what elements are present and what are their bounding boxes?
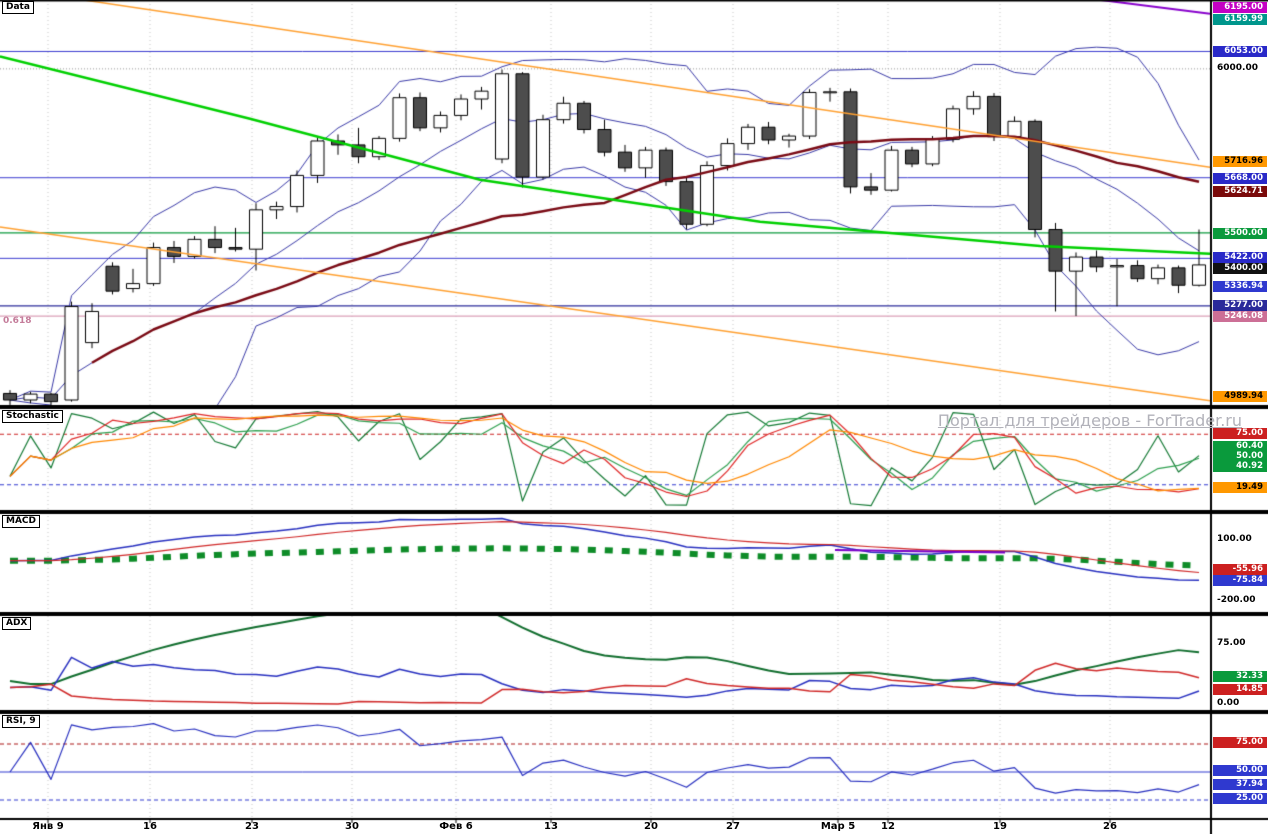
- panel-label-data: Data: [2, 1, 34, 14]
- price-badge: 5277.00: [1213, 300, 1267, 311]
- panel-label-adx: ADX: [2, 617, 32, 630]
- x-axis-date-label: 16: [143, 821, 157, 832]
- price-badge: 5246.08: [1213, 311, 1267, 322]
- x-axis-date-label: 30: [345, 821, 359, 832]
- price-badge: 6195.00: [1213, 2, 1267, 13]
- x-axis-date-label: 20: [644, 821, 658, 832]
- x-axis-date-label: 13: [544, 821, 558, 832]
- panel-label-rsi: RSI, 9: [2, 715, 40, 728]
- price-badge: -55.96: [1213, 564, 1267, 575]
- price-badge: 5500.00: [1213, 228, 1267, 239]
- price-badge: 5336.94: [1213, 281, 1267, 292]
- price-badge: 6053.00: [1213, 46, 1267, 57]
- price-badge: 75.00: [1213, 428, 1267, 439]
- price-badge: 50.00: [1213, 451, 1267, 462]
- x-axis-date-label: Фев 6: [439, 821, 473, 832]
- price-badge: 25.00: [1213, 793, 1267, 804]
- price-badge: 4989.94: [1213, 391, 1267, 402]
- price-badge: 6159.99: [1213, 14, 1267, 25]
- price-badge: -75.84: [1213, 575, 1267, 586]
- fib-level-label: 0.618: [3, 316, 32, 326]
- panel-label-stochastic: Stochastic: [2, 410, 63, 423]
- price-badge: 50.00: [1213, 765, 1267, 776]
- price-badge: 40.92: [1213, 461, 1267, 472]
- axis-value-label: 6000.00: [1217, 63, 1258, 73]
- price-badge: 60.40: [1213, 441, 1267, 452]
- price-badge: 14.85: [1213, 684, 1267, 695]
- price-badge: 5422.00: [1213, 252, 1267, 263]
- price-badge: 37.94: [1213, 779, 1267, 790]
- x-axis-date-label: 19: [993, 821, 1007, 832]
- x-axis-date-label: 27: [726, 821, 740, 832]
- price-badge: 19.49: [1213, 482, 1267, 493]
- x-axis-date-label: Янв 9: [32, 821, 64, 832]
- price-badge: 5668.00: [1213, 173, 1267, 184]
- price-badge: 32.33: [1213, 671, 1267, 682]
- price-badge: 75.00: [1213, 737, 1267, 748]
- axis-value-label: -200.00: [1217, 595, 1256, 605]
- x-axis-date-label: 26: [1103, 821, 1117, 832]
- x-axis-date-label: Мар 5: [820, 821, 856, 832]
- x-axis-date-label: 23: [245, 821, 259, 832]
- panel-label-macd: MACD: [2, 515, 40, 528]
- watermark: Портал для трейдеров - ForTrader.ru: [937, 411, 1242, 430]
- axis-value-label: 100.00: [1217, 534, 1252, 544]
- x-axis-date-label: 12: [881, 821, 895, 832]
- price-badge: 5624.71: [1213, 186, 1267, 197]
- price-badge: 5716.96: [1213, 156, 1267, 167]
- price-badge: 5400.00: [1213, 263, 1267, 274]
- axis-value-label: 75.00: [1217, 638, 1246, 648]
- axis-value-label: 0.00: [1217, 698, 1240, 708]
